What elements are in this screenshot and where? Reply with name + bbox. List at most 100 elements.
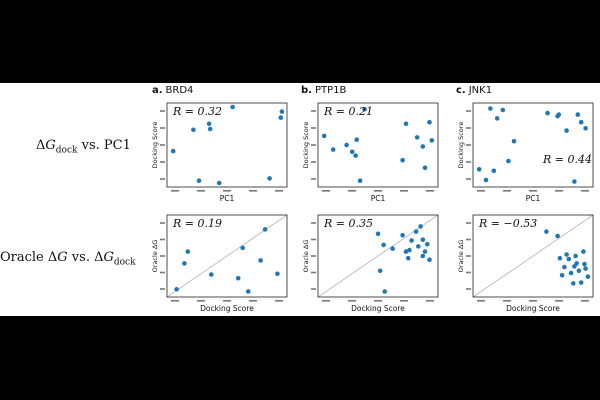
x-tick-mark [223, 190, 231, 192]
scatter-point [278, 115, 284, 120]
y-tick-mark [311, 238, 316, 241]
y-tick-mark [311, 110, 316, 112]
scatter-point [206, 121, 212, 126]
scatter-point [511, 138, 517, 144]
y-tick-mark [160, 271, 165, 274]
panel-title-a: a. BRD4 [152, 85, 194, 96]
r-value-annotation: R = 0.19 [172, 217, 222, 230]
scatter-point [381, 242, 386, 248]
identity-line [317, 214, 439, 298]
x-axis-label: Docking Score [351, 304, 405, 313]
scatter-point [581, 249, 586, 254]
scatter-point [390, 246, 395, 251]
scatter-point [545, 110, 550, 116]
r-value-annotation: R = 0.44 [542, 153, 592, 166]
scatter-point [246, 289, 251, 294]
scatter-point [494, 116, 500, 121]
scatter-point [344, 142, 349, 148]
x-tick-mark [477, 190, 485, 192]
scatter-point [556, 112, 562, 117]
scatter-point [267, 176, 272, 181]
y-axis-label: Docking Score [302, 122, 310, 169]
y-tick-mark [160, 222, 165, 224]
scatter-point [353, 153, 358, 158]
scatter-plot-jnk1-pc1: R = 0.44 PC1 Docking Score [457, 102, 594, 203]
scatter-point [559, 272, 565, 278]
scatter-plot-jnk1-oracle: R = −0.53 Docking Score Oracle ΔG [457, 214, 594, 313]
scatter-point [275, 271, 280, 277]
scatter-point [207, 126, 213, 132]
r-value-annotation: R = 0.21 [323, 105, 373, 118]
plot-frame [317, 102, 439, 188]
y-tick-mark [311, 288, 316, 290]
y-tick-mark [160, 178, 165, 180]
y-tick-mark [160, 110, 165, 112]
x-axis-label: Docking Score [200, 304, 254, 313]
y-tick-mark [311, 161, 316, 163]
x-tick-mark [275, 300, 283, 302]
x-tick-mark [555, 300, 563, 302]
scatter-point [429, 138, 435, 143]
scatter-point [262, 227, 268, 232]
scatter-plot-brd4-pc1: R = 0.32 PC1 Docking Score [151, 102, 288, 203]
y-tick-mark [466, 288, 471, 290]
y-axis-label: Docking Score [457, 122, 465, 169]
plot-frame [472, 214, 594, 298]
scatter-point [500, 107, 506, 113]
scatter-point [321, 133, 327, 139]
x-tick-mark [223, 300, 231, 302]
scatter-point [573, 253, 578, 259]
y-axis-label: Oracle ΔG [151, 240, 159, 273]
scatter-point [555, 233, 560, 239]
y-tick-mark [466, 110, 471, 112]
x-tick-mark [426, 300, 434, 302]
y-tick-mark [466, 161, 471, 163]
x-tick-mark [400, 190, 408, 192]
scatter-point [568, 270, 574, 276]
scatter-point [583, 126, 588, 131]
scatter-point [330, 147, 336, 152]
scatter-point [413, 229, 419, 234]
scatter-point [562, 264, 567, 270]
x-tick-mark [322, 300, 330, 302]
figure: ΔGdock vs. PC1 Oracle ΔG vs. ΔGdock a. BR… [0, 83, 600, 316]
scatter-point [405, 255, 411, 261]
scatter-point [416, 244, 421, 249]
x-tick-mark [171, 300, 179, 302]
y-tick-mark [466, 271, 471, 274]
scatter-point [564, 252, 569, 257]
scatter-point [576, 268, 582, 274]
x-tick-mark [249, 190, 257, 192]
x-axis-label: Docking Score [506, 304, 560, 313]
scatter-point [574, 261, 579, 266]
x-tick-mark [348, 300, 356, 302]
scatter-point [209, 272, 214, 277]
scatter-point [191, 127, 196, 133]
x-tick-mark [197, 190, 205, 192]
scatter-point [420, 144, 426, 149]
scatter-point [279, 109, 285, 114]
y-tick-mark [466, 178, 471, 180]
y-tick-mark [311, 178, 316, 180]
scatter-point [476, 167, 482, 172]
scatter-point [578, 119, 584, 125]
x-tick-mark [503, 190, 511, 192]
y-tick-mark [311, 271, 316, 274]
plot-frame [472, 102, 594, 188]
x-tick-mark [581, 300, 589, 302]
scatter-point [230, 104, 235, 110]
y-tick-mark [311, 255, 316, 257]
scatter-point [582, 261, 587, 267]
plot-frame [166, 102, 288, 188]
plot-frame [317, 214, 439, 298]
scatter-point [483, 177, 489, 183]
scatter-point [583, 266, 588, 271]
scatter-point [407, 247, 412, 253]
r-value-annotation: R = −0.53 [478, 217, 537, 230]
scatter-plot-ptp1b-pc1: R = 0.21 PC1 Docking Score [302, 102, 439, 203]
scatter-point [170, 148, 176, 154]
r-value-annotation: R = 0.32 [172, 105, 222, 118]
panel-title-c: c. JNK1 [456, 85, 493, 96]
x-tick-mark [529, 190, 537, 192]
scatter-point [409, 238, 414, 243]
